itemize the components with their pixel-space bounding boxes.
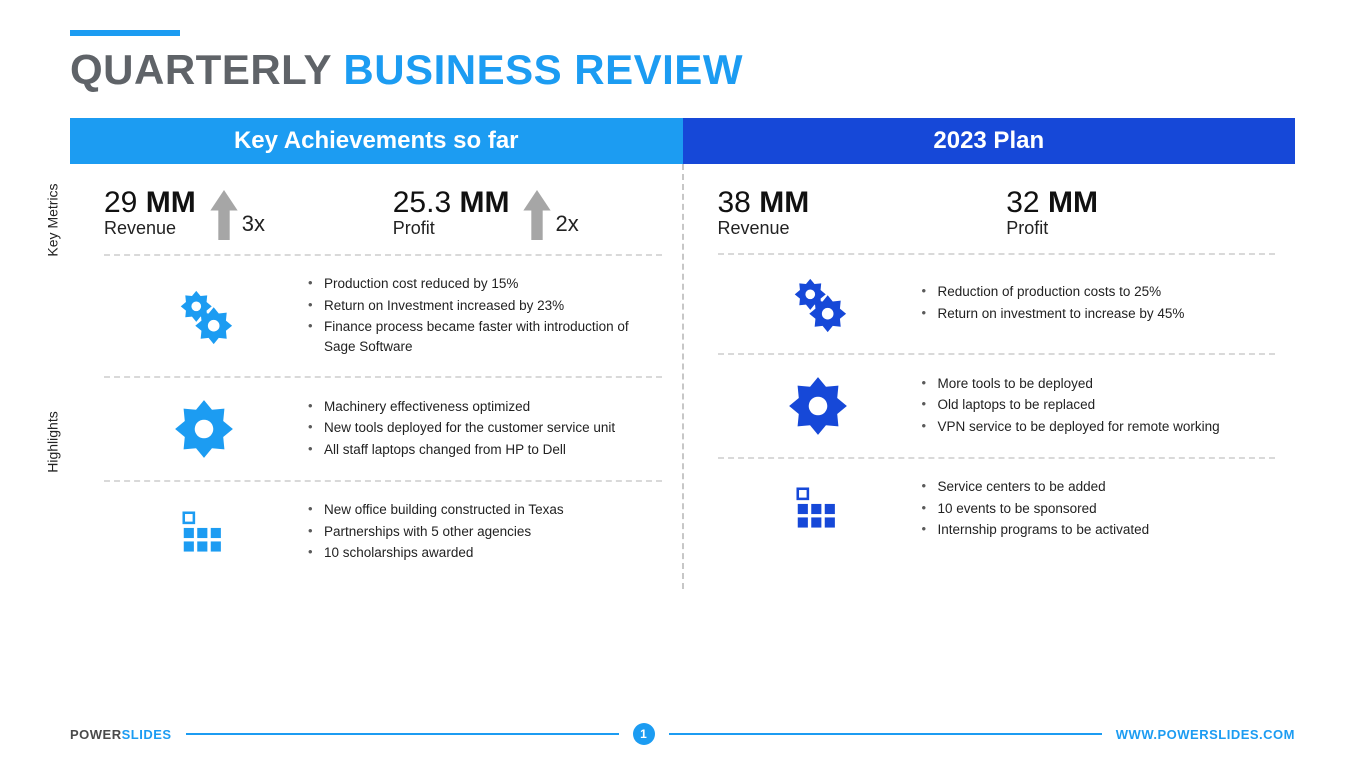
gear-icon	[785, 373, 851, 439]
bullet-item: Return on Investment increased by 23%	[304, 296, 662, 316]
h-divider	[104, 254, 662, 256]
header-achievements: Key Achievements so far	[70, 118, 683, 164]
grid-icon	[177, 506, 231, 560]
footer: POWERSLIDES 1 WWW.POWERSLIDES.COM	[70, 723, 1295, 745]
grid-icon	[791, 482, 845, 536]
h-divider	[718, 457, 1276, 459]
footer-url: WWW.POWERSLIDES.COM	[1116, 727, 1295, 742]
gear-icon	[171, 396, 237, 462]
highlight-row: More tools to be deployedOld laptops to …	[718, 359, 1276, 453]
bullet-item: Internship programs to be activated	[918, 520, 1276, 540]
metric: 25.3 MMProfit 2x	[393, 186, 662, 240]
highlight-bullets: Machinery effectiveness optimizedNew too…	[304, 397, 662, 462]
metric: 29 MMRevenue 3x	[104, 186, 373, 240]
title-part2: BUSINESS REVIEW	[343, 46, 743, 93]
highlight-icon-cell	[104, 285, 304, 347]
gears-icon	[787, 273, 849, 335]
metric: 32 MMProfit	[1006, 186, 1275, 239]
h-divider	[104, 480, 662, 482]
h-divider	[718, 353, 1276, 355]
bullet-item: 10 scholarships awarded	[304, 543, 662, 563]
bullet-item: All staff laptops changed from HP to Del…	[304, 440, 662, 460]
highlight-row: Production cost reduced by 15%Return on …	[104, 260, 662, 372]
metric-value: 32 MM	[1006, 186, 1098, 220]
highlight-row: Service centers to be added10 events to …	[718, 463, 1276, 556]
metrics-row: 38 MMRevenue 32 MMProfit	[718, 186, 1276, 239]
body-grid: Key Metrics Highlights 29 MMRevenue3x25.…	[70, 164, 1295, 589]
bullet-item: Production cost reduced by 15%	[304, 274, 662, 294]
footer-line-right	[669, 733, 1102, 735]
bullet-item: Return on investment to increase by 45%	[918, 304, 1276, 324]
up-arrow-icon	[523, 190, 551, 240]
metric-label: Revenue	[104, 218, 196, 239]
metric-label: Profit	[1006, 218, 1098, 239]
bullet-item: Service centers to be added	[918, 477, 1276, 497]
footer-brand: POWERSLIDES	[70, 727, 172, 742]
metric-value: 38 MM	[718, 186, 810, 220]
label-key-metrics: Key Metrics	[45, 183, 61, 256]
header-row: Key Achievements so far 2023 Plan	[70, 118, 1295, 164]
bullet-item: VPN service to be deployed for remote wo…	[918, 417, 1276, 437]
highlight-row: New office building constructed in Texas…	[104, 486, 662, 579]
footer-page-number: 1	[633, 723, 655, 745]
metric-label: Revenue	[718, 218, 810, 239]
metric-label: Profit	[393, 218, 510, 239]
highlight-icon-cell	[718, 273, 918, 335]
highlight-icon-cell	[104, 506, 304, 560]
bullet-item: Partnerships with 5 other agencies	[304, 522, 662, 542]
bullet-item: New office building constructed in Texas	[304, 500, 662, 520]
highlight-bullets: Service centers to be added10 events to …	[918, 477, 1276, 542]
slide: QUARTERLY BUSINESS REVIEW Key Achievemen…	[0, 0, 1365, 767]
h-divider	[718, 253, 1276, 255]
bullet-item: Reduction of production costs to 25%	[918, 282, 1276, 302]
footer-line-left	[186, 733, 619, 735]
highlight-bullets: More tools to be deployedOld laptops to …	[918, 374, 1276, 439]
label-highlights: Highlights	[45, 411, 61, 472]
title-part1: QUARTERLY	[70, 46, 331, 93]
highlight-icon-cell	[718, 482, 918, 536]
bullet-item: 10 events to be sponsored	[918, 499, 1276, 519]
metric-value: 29 MM	[104, 186, 196, 220]
bullet-item: Machinery effectiveness optimized	[304, 397, 662, 417]
multiplier: 3x	[242, 211, 265, 237]
h-divider	[104, 376, 662, 378]
plan-column: 38 MMRevenue 32 MMProfit Reduction of prod…	[684, 164, 1296, 589]
footer-brand-2: SLIDES	[122, 727, 172, 742]
bullet-item: More tools to be deployed	[918, 374, 1276, 394]
highlight-bullets: Production cost reduced by 15%Return on …	[304, 274, 662, 358]
highlight-icon-cell	[718, 373, 918, 439]
highlight-bullets: Reduction of production costs to 25%Retu…	[918, 282, 1276, 325]
footer-brand-1: POWER	[70, 727, 122, 742]
multiplier: 2x	[555, 211, 578, 237]
metrics-row: 29 MMRevenue 3x 25.3 MMProfit 2x	[104, 186, 662, 240]
bullet-item: Finance process became faster with intro…	[304, 317, 662, 356]
highlight-row: Machinery effectiveness optimizedNew too…	[104, 382, 662, 476]
growth-indicator: 3x	[210, 190, 265, 240]
header-plan: 2023 Plan	[683, 118, 1296, 164]
title-accent-bar	[70, 30, 180, 36]
achievements-column: 29 MMRevenue 3x 25.3 MMProfit 2x Production …	[70, 164, 682, 589]
growth-indicator: 2x	[523, 190, 578, 240]
bullet-item: New tools deployed for the customer serv…	[304, 418, 662, 438]
metric-value: 25.3 MM	[393, 186, 510, 220]
bullet-item: Old laptops to be replaced	[918, 395, 1276, 415]
page-title: QUARTERLY BUSINESS REVIEW	[70, 46, 1295, 94]
gears-icon	[173, 285, 235, 347]
metric: 38 MMRevenue	[718, 186, 987, 239]
side-labels: Key Metrics Highlights	[40, 164, 64, 589]
highlight-bullets: New office building constructed in Texas…	[304, 500, 662, 565]
up-arrow-icon	[210, 190, 238, 240]
highlight-row: Reduction of production costs to 25%Retu…	[718, 259, 1276, 349]
highlight-icon-cell	[104, 396, 304, 462]
